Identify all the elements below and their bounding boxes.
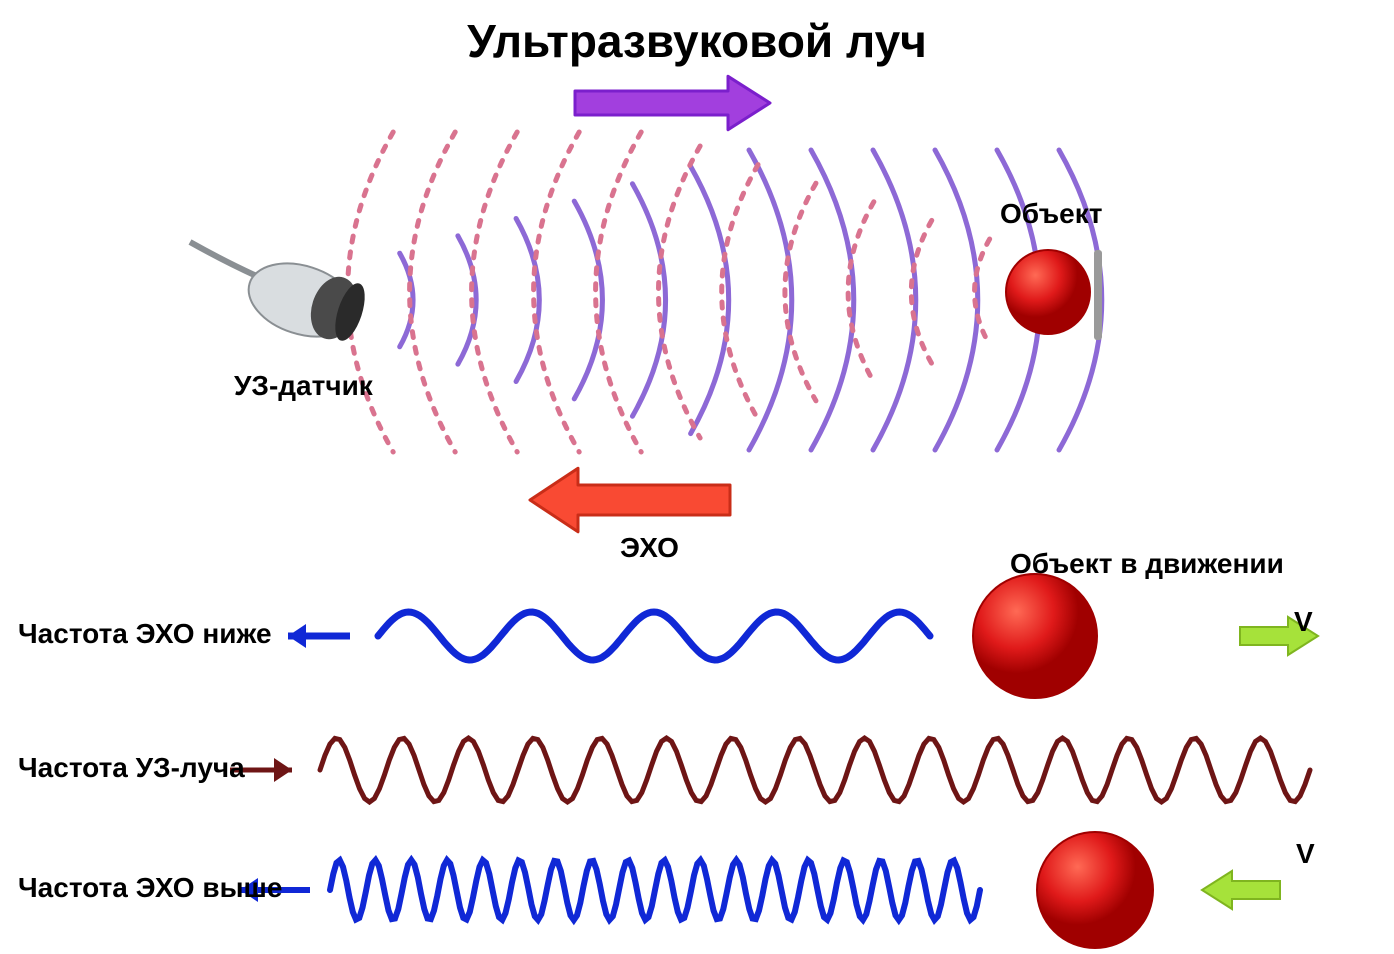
red-arrow-icon bbox=[530, 468, 730, 532]
echo-higher-label: Частота ЭХО выше bbox=[18, 872, 282, 904]
velocity-label-bottom: V bbox=[1296, 838, 1315, 870]
sine-echo_lower bbox=[378, 612, 930, 660]
echo-arc bbox=[410, 132, 456, 452]
moving-object-echo_lower bbox=[973, 574, 1097, 698]
sine-echo_higher bbox=[330, 860, 980, 920]
purple-arrow-icon bbox=[575, 76, 770, 129]
barrier bbox=[1094, 250, 1102, 340]
echo-lower-label: Частота ЭХО ниже bbox=[18, 618, 272, 650]
object-label: Объект bbox=[1000, 198, 1102, 230]
sine-beam_freq bbox=[320, 738, 1310, 802]
emitted-arc bbox=[935, 150, 978, 450]
diagram-stage: Ультразвуковой луч УЗ-датчик Объект ЭХО … bbox=[0, 0, 1394, 954]
velocity-arrow-echo_higher bbox=[1202, 871, 1280, 909]
object-ball bbox=[1006, 250, 1090, 334]
emitted-arc bbox=[749, 150, 792, 450]
beam-freq-label: Частота УЗ-луча bbox=[18, 752, 245, 784]
velocity-label-top: V bbox=[1294, 606, 1313, 638]
arrow-beam_freq-head bbox=[274, 758, 292, 782]
transducer-label: УЗ-датчик bbox=[234, 370, 373, 402]
arrow-echo_lower-head bbox=[288, 624, 306, 648]
echo-label: ЭХО bbox=[620, 532, 679, 564]
diagram-svg bbox=[0, 0, 1394, 954]
moving-object-echo_higher bbox=[1037, 832, 1153, 948]
object-moving-label: Объект в движении bbox=[1010, 548, 1284, 580]
echo-arc bbox=[472, 132, 518, 452]
